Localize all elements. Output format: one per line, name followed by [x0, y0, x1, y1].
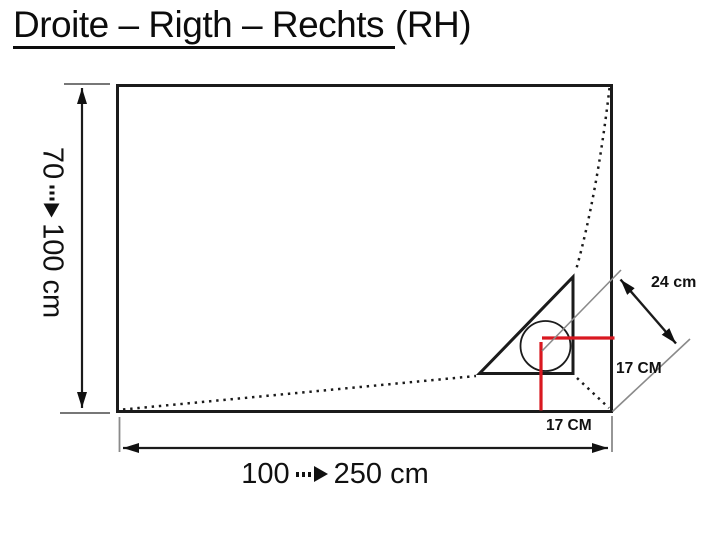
- diagonal-dimension-arrow: [619, 278, 677, 345]
- width-dimension-label: 100 250 cm: [205, 456, 465, 492]
- tray-outline: [116, 84, 613, 413]
- title-suffix: (RH): [395, 4, 472, 45]
- height-from-value: 70: [36, 146, 69, 180]
- title-main-underlined: Droite – Rigth – Rechts: [13, 4, 396, 49]
- fold-line-top-right: [574, 87, 611, 271]
- range-arrow-icon: [295, 466, 328, 482]
- corner-triangle: [475, 273, 575, 375]
- drain-offset-right-label: 17 CM: [616, 360, 662, 377]
- height-to-value: 100 cm: [36, 223, 69, 319]
- fold-line-bottom-left: [122, 374, 477, 411]
- height-dimension-label: 70 100 cm: [35, 141, 70, 325]
- width-to-value: 250 cm: [333, 457, 429, 490]
- diagonal-extension-line-lower: [611, 338, 691, 413]
- page-title: Droite – Rigth – Rechts (RH): [13, 4, 472, 49]
- width-from-value: 100: [241, 457, 290, 490]
- diagonal-extension-line-upper: [541, 269, 622, 352]
- drain-offset-bottom-label: 17 CM: [546, 417, 592, 434]
- drain-circle: [519, 320, 572, 372]
- diagonal-dimension-label: 24 cm: [651, 274, 697, 291]
- fold-line-corner: [576, 377, 610, 409]
- range-arrow-icon: [44, 185, 60, 218]
